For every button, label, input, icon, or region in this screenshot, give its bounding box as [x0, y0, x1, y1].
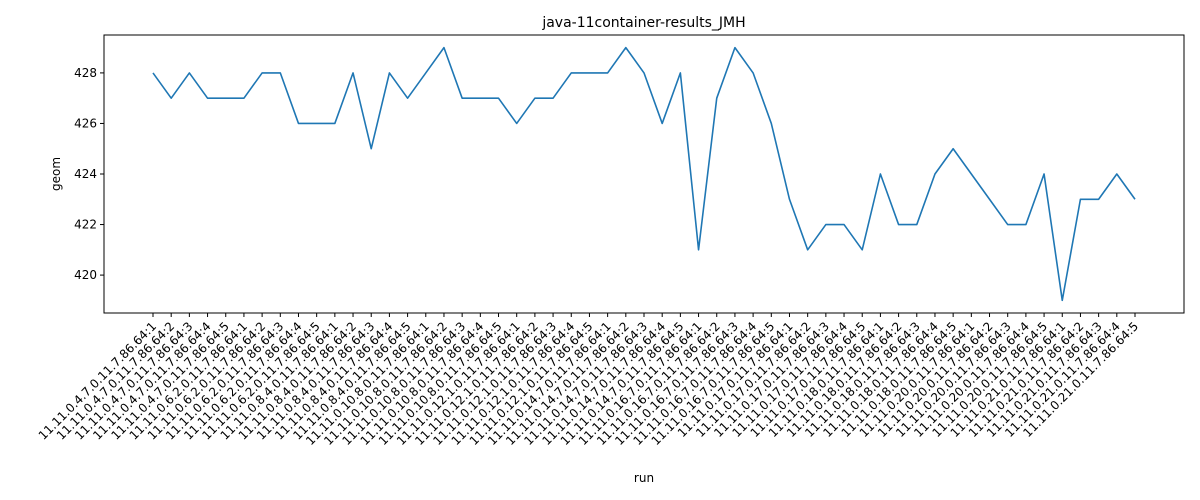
y-tick-label: 428: [74, 66, 97, 80]
y-axis: 420 422 424 426 428: [74, 66, 104, 282]
y-tick-label: 422: [74, 218, 97, 232]
x-axis-title: run: [634, 471, 654, 485]
y-tick-label: 426: [74, 116, 97, 130]
y-tick-label: 424: [74, 167, 97, 181]
y-axis-title: geom: [49, 157, 63, 191]
chart-title: java-11container-results_JMH: [541, 15, 745, 31]
x-axis: 11.11.0.4.7.0.11.7.86.64:111.11.0.4.7.0.…: [36, 313, 1141, 448]
series-layer: [152, 46, 1136, 302]
series-line: [152, 46, 1136, 302]
y-tick-label: 420: [74, 268, 97, 282]
